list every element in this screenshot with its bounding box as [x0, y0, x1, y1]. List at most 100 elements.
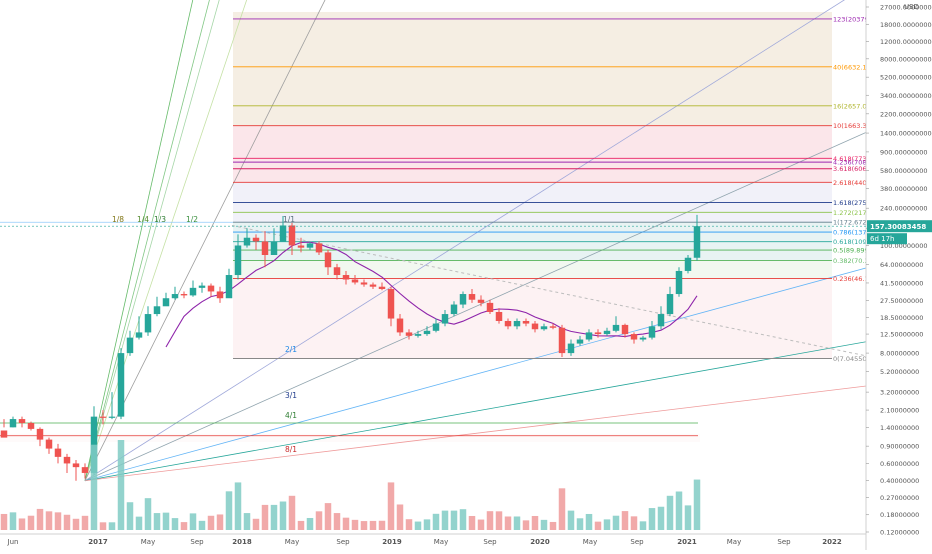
gann-ray-0: [84, 0, 248, 481]
volume-bar: [585, 513, 593, 530]
volume-bar: [504, 516, 512, 530]
fib-level-label: 1.272(217.7237: [833, 209, 885, 217]
price-tick-label: 18000.00000000: [880, 21, 932, 29]
countdown-tag-bg: [867, 233, 907, 245]
time-tick-label: Jun: [7, 538, 19, 546]
candle-body: [234, 245, 242, 276]
candle-body: [243, 237, 251, 246]
volume-bar: [594, 521, 602, 530]
time-tick-label: 2017: [88, 538, 108, 546]
fib-level-label: 0.236(46.13356: [833, 275, 885, 283]
volume-bar: [603, 519, 611, 530]
volume-bar: [72, 518, 80, 530]
time-tick-label: Sep: [630, 538, 644, 546]
candle-body: [468, 294, 476, 300]
candle-body: [630, 334, 638, 340]
gann-label-lower: 2/1: [285, 345, 297, 354]
price-tick-label: 0.90000000: [880, 443, 919, 451]
candle-body: [117, 353, 125, 417]
volume-bar: [495, 511, 503, 530]
volume-bar: [0, 513, 8, 530]
volume-bar: [315, 511, 323, 530]
volume-bar: [486, 511, 494, 530]
volume-bar: [387, 482, 395, 530]
fib-zone-5: [233, 278, 832, 359]
candle-body: [684, 257, 692, 271]
price-tick-label: 5200.00000000: [880, 74, 932, 82]
volume-bar: [45, 511, 53, 530]
price-tick-label: 27000.00000000: [880, 4, 932, 12]
price-tick-label: 27.50000000: [880, 297, 923, 305]
volume-bar: [135, 516, 143, 530]
candle-body: [153, 306, 161, 315]
candle-body: [81, 467, 89, 473]
fib-level-label: 16(2657.08359: [833, 102, 883, 110]
volume-bar: [423, 519, 431, 530]
moving-average-line: [165, 241, 698, 348]
volume-bar: [207, 515, 215, 530]
volume-bar: [90, 444, 98, 530]
price-tick-label: 1.40000000: [880, 424, 919, 432]
volume-bar: [288, 495, 296, 530]
volume-bar: [558, 488, 566, 530]
volume-bar: [693, 479, 701, 530]
fib-zone-0: [233, 12, 832, 126]
price-tick-label: 100.00000000: [880, 242, 928, 250]
volume-bar: [657, 506, 665, 530]
price-tick-label: 2200.00000000: [880, 110, 932, 118]
candle-body: [144, 314, 152, 333]
price-tick-label: 12000.00000000: [880, 38, 932, 46]
price-axis-bg: [866, 0, 932, 550]
fib-level-label: 40(6632.14074: [833, 63, 883, 71]
gann-label-upper: 1/8: [112, 215, 124, 224]
candle-body: [486, 302, 494, 312]
volume-bar: [108, 522, 116, 530]
fib-level-label: 0.5(89.899190: [833, 247, 881, 255]
gann-ray-4: [84, 0, 326, 481]
volume-bar: [639, 521, 647, 530]
extension-zone: [0, 433, 700, 442]
candle-body: [657, 314, 665, 327]
price-tick-label: 64.00000000: [880, 261, 923, 269]
fib-level-label: 4.618(773.912: [833, 155, 881, 163]
volume-bar: [153, 513, 161, 530]
candle-body: [675, 270, 683, 295]
gann-ray-5: [84, 0, 845, 482]
volume-bar: [243, 513, 251, 530]
candle-body: [342, 275, 350, 280]
volume-bar: [432, 513, 440, 530]
candle-body: [0, 430, 8, 438]
candle-body: [423, 330, 431, 335]
volume-bar: [531, 515, 539, 530]
candle-body: [585, 332, 593, 340]
candle-body: [666, 294, 674, 315]
volume-bar: [477, 519, 485, 530]
candle-body: [279, 225, 287, 242]
volume-bar: [675, 491, 683, 530]
price-tick-label: 8.00000000: [880, 350, 919, 358]
candle-body: [648, 326, 656, 338]
time-tick-label: May: [285, 538, 299, 546]
candle-body: [369, 284, 377, 287]
fib-level-label: 4.236(708.4456: [833, 159, 885, 167]
fib-level-label: 123(20379.213: [833, 15, 883, 23]
candle-body: [297, 245, 305, 248]
volume-bar: [441, 510, 449, 530]
candle-body: [261, 241, 269, 256]
volume-bar: [261, 504, 269, 530]
fib-level-label: 0.786(137.2284: [833, 229, 885, 237]
candle-body: [36, 428, 44, 440]
candle-body: [639, 337, 647, 340]
volume-bar: [513, 516, 521, 530]
candle-body: [558, 327, 566, 354]
volume-bar: [234, 482, 242, 530]
candle-body: [27, 423, 35, 429]
last-price-tag-bg: [867, 220, 932, 233]
time-tick-label: Sep: [777, 538, 791, 546]
time-tick-label: May: [434, 538, 448, 546]
volume-bar: [351, 519, 359, 530]
candle-body: [594, 332, 602, 335]
candle-body: [567, 343, 575, 354]
